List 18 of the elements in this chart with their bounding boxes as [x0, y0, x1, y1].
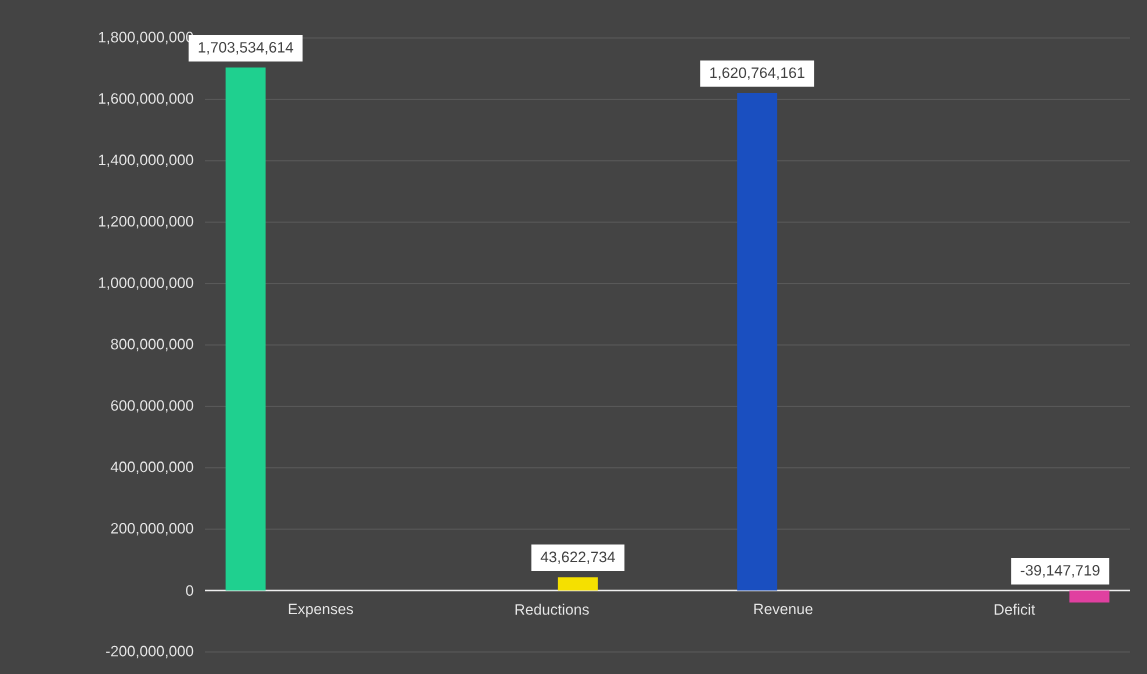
data-label: 43,622,734	[540, 551, 615, 564]
data-label: 1,620,764,161	[710, 67, 805, 80]
y-tick-label: 1,400,000,000	[99, 154, 194, 167]
y-tick-label: 800,000,000	[111, 338, 194, 352]
y-tick-label: 1,600,000,000	[99, 93, 194, 106]
y-tick-label: 200,000,000	[111, 523, 194, 536]
data-label: 1,703,534,614	[198, 42, 294, 55]
y-tick-label: -200,000,000	[106, 645, 194, 659]
x-tick-label: Revenue	[754, 603, 813, 615]
x-tick-label: Reductions	[515, 603, 589, 615]
y-tick-label: 1,000,000,000	[99, 277, 194, 290]
y-tick-label: 400,000,000	[110, 461, 194, 474]
y-tick-label: 600,000,000	[111, 400, 194, 413]
x-tick-label: Expenses	[288, 603, 353, 618]
x-tick-label: Deficit	[994, 603, 1036, 615]
y-tick-label: 1,200,000,000	[99, 216, 194, 229]
data-label: -39,147,719	[1020, 565, 1100, 578]
y-tick-label: 0	[186, 585, 194, 596]
